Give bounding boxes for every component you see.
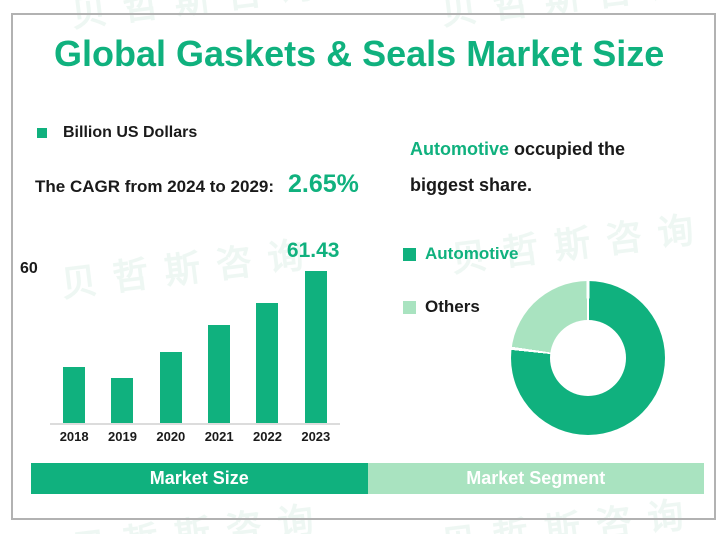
cagr-value: 2.65% xyxy=(288,170,359,198)
y-axis-tick-60: 60 xyxy=(20,260,38,277)
bar-slot-2023: 61.43 xyxy=(287,239,340,423)
bar-2018 xyxy=(63,367,86,423)
unit-legend-label: Billion US Dollars xyxy=(63,124,198,141)
legend-swatch-others xyxy=(403,300,416,314)
headline-rest: occupied the biggest share. xyxy=(410,139,626,195)
tab-market-segment[interactable]: Market Segment xyxy=(367,463,704,494)
unit-legend-swatch xyxy=(37,128,47,138)
legend-item-others: Others xyxy=(403,297,480,317)
bar-2022 xyxy=(256,303,279,423)
tab-market-size[interactable]: Market Size xyxy=(31,463,368,494)
bar-slot-2022 xyxy=(243,271,291,423)
x-tick-2019: 2019 xyxy=(108,429,137,444)
donut-hole xyxy=(550,320,626,396)
bar-chart-x-labels: 2018 2019 2020 2021 2022 2023 xyxy=(50,429,340,444)
cagr-label: The CAGR from 2024 to 2029: xyxy=(35,177,275,196)
bar-2021 xyxy=(208,325,231,423)
tab-bar: Market Size Market Segment xyxy=(31,463,704,494)
bar-2019 xyxy=(111,378,134,423)
card-border xyxy=(11,13,716,520)
donut-chart xyxy=(511,281,665,435)
bar-slot-2021 xyxy=(195,271,243,423)
x-tick-2020: 2020 xyxy=(156,429,186,444)
legend-label-others: Others xyxy=(425,297,480,316)
x-tick-2021: 2021 xyxy=(204,429,234,444)
bar-2023: 61.43 xyxy=(287,239,339,423)
cagr-line: The CAGR from 2024 to 2029: 2.65% xyxy=(35,170,359,199)
x-tick-2018: 2018 xyxy=(59,429,89,444)
bar-slot-2019 xyxy=(98,271,146,423)
legend-label-automotive: Automotive xyxy=(425,244,519,263)
bar-slot-2018 xyxy=(50,271,98,423)
bar-value-label: 61.43 xyxy=(286,239,340,262)
bar-slot-2020 xyxy=(147,271,195,423)
x-tick-2022: 2022 xyxy=(253,429,282,444)
bar-2020 xyxy=(159,352,182,423)
unit-legend: Billion US Dollars xyxy=(37,124,197,142)
legend-swatch-automotive xyxy=(403,247,416,261)
x-tick-2023: 2023 xyxy=(301,429,331,444)
headline: Automotive occupied the biggest share. xyxy=(410,131,665,203)
headline-highlight: Automotive xyxy=(410,139,509,159)
page-title: Global Gaskets & Seals Market Size xyxy=(54,33,665,74)
legend-item-automotive: Automotive xyxy=(403,244,519,264)
bar-chart: 61.43 xyxy=(50,239,340,425)
